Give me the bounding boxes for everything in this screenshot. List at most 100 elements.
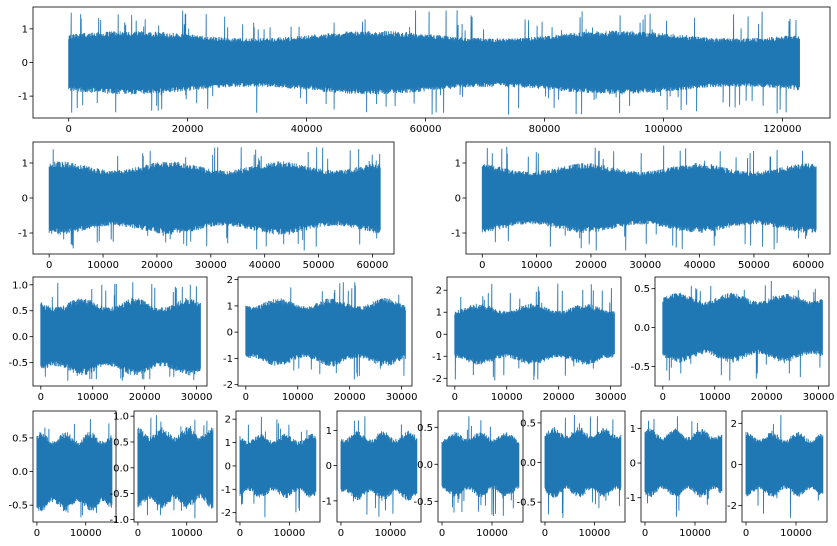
x-tick-label: 50000 [303,260,335,271]
x-tick-label: 30000 [595,392,627,403]
y-tick-label: 0.0 [12,332,28,343]
y-tick-label: -1 [221,485,231,496]
y-tick-label: 0 [731,460,737,471]
y-tick-label: 0 [22,58,28,69]
x-tick-label: 30000 [629,260,661,271]
subplot-5: 0 10000 20000 30000 -2 -1 0 1 2 [223,275,418,403]
x-tick-label: 50000 [738,260,770,271]
y-tick-label: 2 [436,286,442,297]
y-tick-label: 1 [630,424,636,435]
x-tick-label: 0 [243,392,249,403]
y-tick-label: 0.5 [417,423,433,434]
x-tick-label: 0 [135,528,141,539]
y-tick-label: -2 [727,501,737,512]
series-line [644,416,723,517]
x-tick-label: 10000 [491,392,523,403]
x-tick-label: 10000 [521,260,553,271]
y-tick-label: -0.5 [630,362,650,373]
axes-frame [437,410,524,523]
series-line [40,282,201,381]
x-tick-label: 100000 [644,124,682,135]
axes-frame [32,410,117,523]
axes-frame [133,410,218,523]
x-tick-label: 10000 [679,528,711,539]
x-tick-label: 20000 [543,392,575,403]
subplot-11: 0 10000 -1 0 1 [322,410,422,539]
x-tick-label: 0 [479,260,485,271]
y-tick-label: 0.5 [113,437,129,448]
axes-frame [640,410,727,523]
x-tick-label: 0 [660,392,666,403]
x-tick-label: 10000 [77,392,109,403]
series-line [481,145,817,251]
y-tick-label: -2 [221,508,231,519]
x-tick-label: 30000 [386,392,418,403]
subplot-15: 0 10000 -2 0 2 [727,410,828,539]
subplot-12: 0 10000 -0.5 0.0 0.5 [413,410,524,539]
y-tick-label: 0 [326,461,332,472]
y-tick-label: 0.5 [520,418,536,429]
axes-frame [446,276,622,387]
y-tick-label: 0.0 [113,463,129,474]
y-tick-label: 1.0 [12,280,28,291]
y-tick-label: -1 [432,352,442,363]
x-tick-label: 0 [237,528,243,539]
axes-frame [654,276,830,387]
y-tick-label: 1.0 [113,412,129,423]
y-tick-label: 0.0 [417,460,433,471]
subplot-10: 0 10000 -2 -1 0 1 2 [221,410,321,539]
series-line [745,415,824,518]
x-tick-label: 20000 [575,260,607,271]
x-tick-label: 10000 [699,392,731,403]
subplot-2: 0 10000 20000 30000 40000 50000 60000 -1 0 1 [18,141,395,271]
series-line [454,283,615,381]
x-tick-label: 0 [642,528,648,539]
series-line [48,147,381,251]
y-tick-label: 0.5 [12,306,28,317]
x-tick-label: 0 [452,392,458,403]
subplot-7: 0 10000 20000 30000 -0.5 0.0 0.5 [630,276,835,403]
x-tick-label: 0 [338,528,344,539]
subplot-3: 0 10000 20000 30000 40000 50000 60000 -1 0 1 [451,141,831,271]
y-tick-label: 1 [225,438,231,449]
y-tick-label: 1 [227,301,233,312]
x-tick-label: 0 [34,528,40,539]
series-line [137,415,214,519]
x-tick-label: 60000 [357,260,389,271]
series-line [239,416,317,518]
y-tick-label: -1 [322,496,332,507]
x-tick-label: 80000 [529,124,561,135]
x-tick-label: 30000 [181,392,213,403]
y-tick-label: -1.0 [109,515,129,526]
series-line [245,282,406,380]
y-tick-label: -1 [223,354,233,365]
y-tick-label: 1 [326,426,332,437]
y-tick-label: 0.5 [12,433,28,444]
subplot-8: 0 10000 -0.5 0.0 0.5 [8,410,117,539]
x-tick-label: 40000 [684,260,716,271]
x-tick-label: 60000 [792,260,824,271]
axes-frame [237,276,413,387]
y-tick-label: -2 [432,374,442,385]
y-tick-label: -1 [451,229,461,240]
series-line [441,416,520,517]
x-tick-label: 0 [38,392,44,403]
x-tick-label: 10000 [87,260,119,271]
y-tick-label: -0.5 [516,498,536,509]
series-line [340,416,418,517]
y-tick-label: 0 [227,328,233,339]
axes-frame [235,410,321,523]
y-tick-label: 0 [22,194,28,205]
x-tick-label: 120000 [763,124,801,135]
y-tick-label: 2 [227,275,233,286]
series-line [36,419,113,518]
y-tick-label: 1 [22,24,28,35]
x-tick-label: 0 [743,528,749,539]
x-tick-label: 0 [439,528,445,539]
y-tick-label: -0.5 [109,489,129,500]
y-tick-label: 2 [731,419,737,430]
x-tick-label: 20000 [141,260,173,271]
y-tick-label: 2 [225,415,231,426]
series-line [68,10,800,115]
